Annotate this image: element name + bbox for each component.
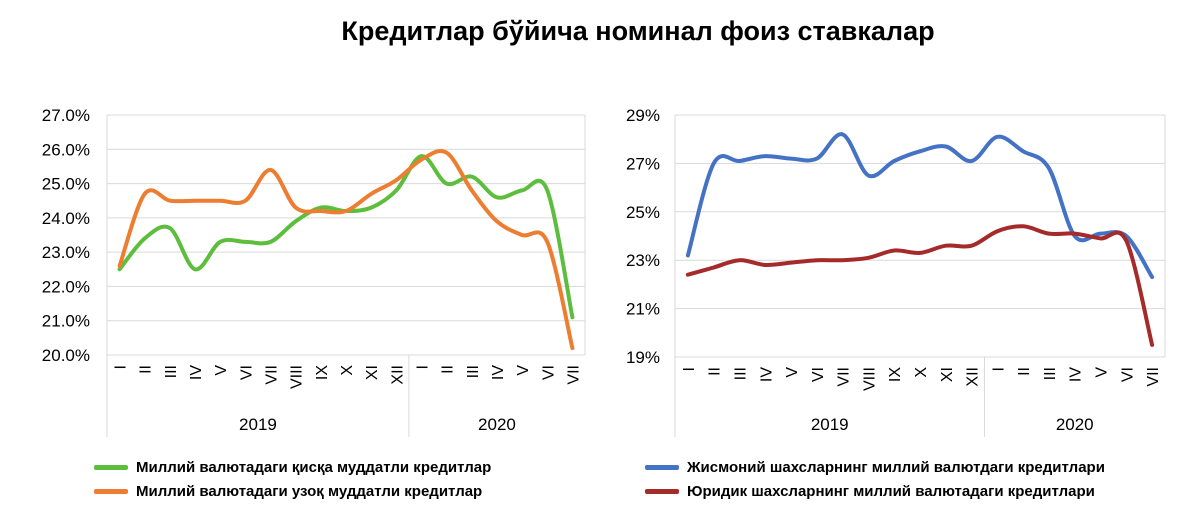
x-tick-label: XI (364, 365, 381, 380)
legend-swatch (645, 488, 679, 494)
chart-right: 19%21%23%25%27%29%I II III IV V VI VII VIII IX X X… (626, 106, 1166, 437)
legend-label: Миллий валютадаги узоқ муддатли кредитла… (136, 482, 483, 500)
x-tick-label: XII (389, 365, 406, 385)
y-tick-label: 22.0% (42, 277, 90, 296)
legend-item: Юридик шахсларнинг миллий валютадаги кре… (645, 479, 1105, 503)
x-tick-label: V (515, 365, 532, 376)
series-line (117, 154, 575, 320)
x-tick-label: II (707, 367, 724, 376)
x-tick-label: VII (836, 367, 853, 387)
x-tick-label: III (1042, 367, 1059, 380)
x-tick-label: VI (540, 365, 557, 380)
year-label: 2020 (478, 415, 516, 434)
chart-left: 20.0% 21.0% 22.0% 23.0% 24.0% 25.0% 26.0% 27.0%… (42, 106, 586, 437)
y-tick-label: 21.0% (42, 312, 90, 331)
legend-right: Жисмоний шахсларнинг миллий валютдаги кр… (645, 455, 1105, 503)
x-tick-label: II (440, 365, 457, 374)
page-title: Кредитлар бўйича номинал фоиз ставкалар (341, 16, 935, 46)
y-tick-label: 23.0% (42, 243, 90, 262)
legend-label: Юридик шахсларнинг миллий валютадаги кре… (687, 482, 1095, 500)
x-tick-label: IX (887, 367, 904, 382)
x-tick-label: IV (1068, 367, 1085, 382)
x-tick-label: V (213, 365, 230, 376)
year-label: 2020 (1056, 415, 1094, 434)
y-tick-label: 20.0% (42, 346, 90, 365)
x-tick-label: VIII (861, 367, 878, 391)
series-line (685, 224, 1155, 347)
y-tick-label: 25% (626, 203, 660, 222)
x-tick-label: IV (490, 365, 507, 380)
x-tick-label: I (990, 367, 1007, 371)
x-tick-label: VI (810, 367, 827, 382)
legend-item: Миллий валютадаги қисқа муддатли кредитл… (94, 455, 491, 479)
legend-item: Жисмоний шахсларнинг миллий валютдаги кр… (645, 455, 1105, 479)
x-tick-label: IX (314, 365, 331, 380)
x-tick-label: XII (965, 367, 982, 387)
legend-label: Жисмоний шахсларнинг миллий валютдаги кр… (687, 458, 1105, 476)
x-tick-label: II (1016, 367, 1033, 376)
legend-swatch (645, 464, 679, 470)
legend-swatch (94, 464, 128, 470)
y-tick-label: 26.0% (42, 140, 90, 159)
year-label: 2019 (811, 415, 849, 434)
y-tick-label: 24.0% (42, 209, 90, 228)
x-tick-label: VII (264, 365, 281, 385)
x-tick-label: VI (238, 365, 255, 380)
series-line (685, 132, 1155, 280)
x-tick-label: IV (758, 367, 775, 382)
x-tick-label: X (339, 365, 356, 376)
y-tick-label: 25.0% (42, 175, 90, 194)
legend-item: Миллий валютадаги узоқ муддатли кредитла… (94, 479, 491, 503)
x-tick-label: III (733, 367, 750, 380)
x-tick-label: VII (1145, 367, 1162, 387)
x-tick-label: VII (565, 365, 582, 385)
legend-swatch (94, 488, 128, 494)
x-tick-label: I (415, 365, 432, 369)
y-tick-label: 27% (626, 154, 660, 173)
legend-left: Миллий валютадаги қисқа муддатли кредитл… (94, 455, 491, 503)
x-tick-label: III (465, 365, 482, 378)
legend-label: Миллий валютадаги қисқа муддатли кредитл… (136, 458, 492, 476)
y-tick-label: 19% (626, 348, 660, 367)
y-tick-label: 23% (626, 251, 660, 270)
x-tick-label: VI (1119, 367, 1136, 382)
x-tick-label: XI (939, 367, 956, 382)
x-tick-label: V (1094, 367, 1111, 378)
x-tick-label: V (784, 367, 801, 378)
x-tick-label: I (113, 365, 130, 369)
year-label: 2019 (239, 415, 277, 434)
x-tick-label: IV (188, 365, 205, 380)
y-tick-label: 21% (626, 300, 660, 319)
x-tick-label: VIII (289, 365, 306, 389)
x-tick-label: II (138, 365, 155, 374)
x-tick-label: I (681, 367, 698, 371)
x-tick-label: III (163, 365, 180, 378)
series-line (117, 148, 575, 351)
y-tick-label: 29% (626, 106, 660, 125)
x-tick-label: X (913, 367, 930, 378)
y-tick-label: 27.0% (42, 106, 90, 125)
